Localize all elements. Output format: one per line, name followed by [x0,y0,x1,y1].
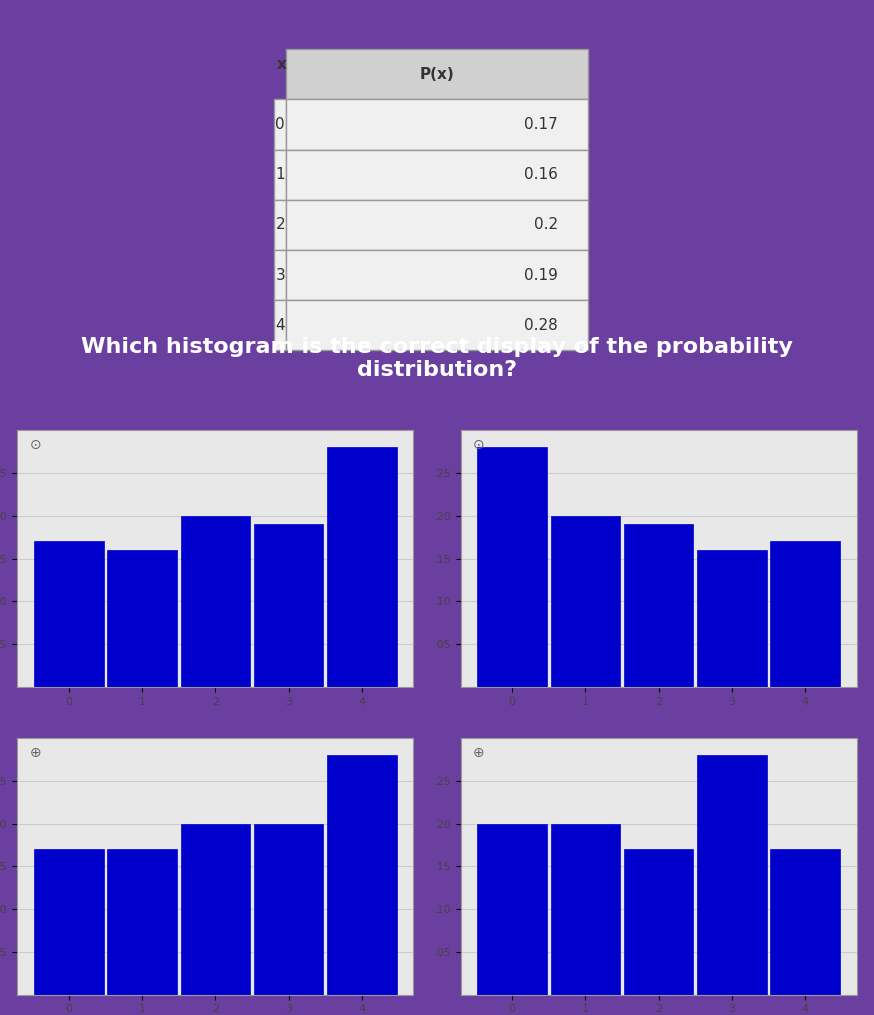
Bar [181,823,250,995]
Bar [477,823,547,995]
Bar [327,448,397,687]
Text: ⊕: ⊕ [30,746,41,760]
Bar [108,550,177,687]
Bar [624,525,693,687]
Text: ⊕: ⊕ [473,746,484,760]
Bar [697,550,766,687]
Bar [253,525,323,687]
Bar [181,516,250,687]
Bar [108,850,177,995]
Bar [551,823,621,995]
Bar [34,541,104,687]
Bar [477,448,547,687]
Bar [770,850,840,995]
Text: ⊙: ⊙ [473,437,484,452]
Bar [34,850,104,995]
Bar [770,541,840,687]
Text: Which histogram is the correct display of the probability
distribution?: Which histogram is the correct display o… [81,337,793,381]
Bar [551,516,621,687]
Bar [624,850,693,995]
Bar [327,755,397,995]
Text: x: x [277,57,287,72]
Bar [253,823,323,995]
Bar [697,755,766,995]
Text: ⊙: ⊙ [30,437,41,452]
